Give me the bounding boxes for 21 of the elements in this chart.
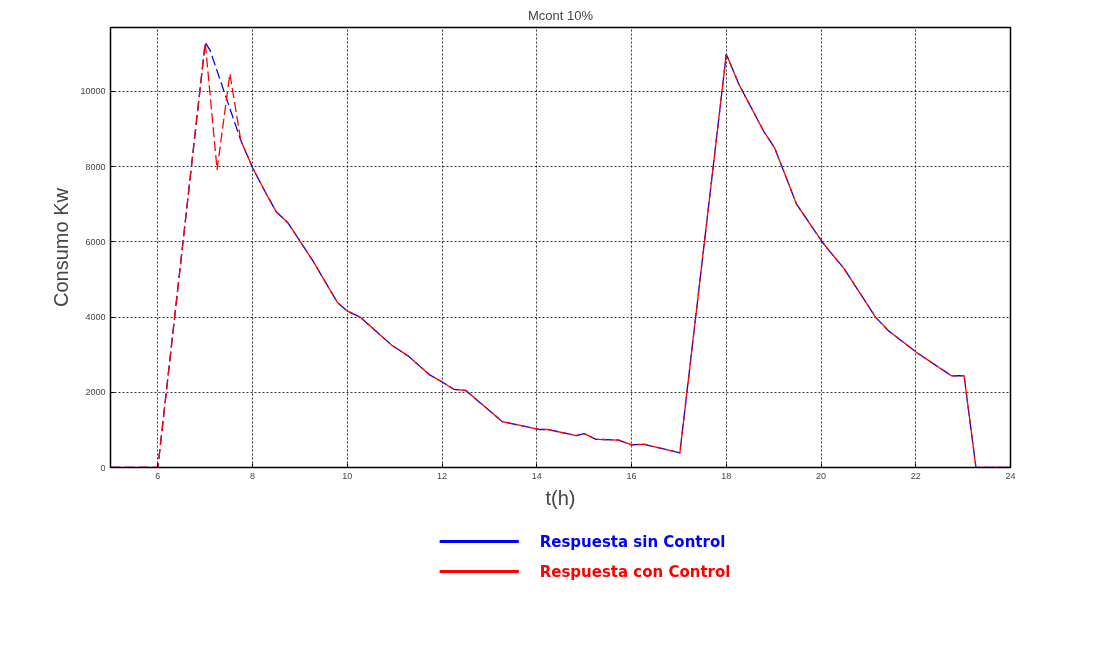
- y-tick-label: 10000: [80, 86, 106, 97]
- x-axis-title: t(h): [545, 486, 576, 509]
- x-tick-label: 22: [910, 470, 921, 481]
- x-tick-label: 12: [437, 470, 448, 481]
- x-tick-label: 14: [531, 470, 542, 481]
- text: Respuesta con Control: [539, 562, 731, 581]
- x-tick-label: 16: [626, 470, 637, 481]
- y-tick-label: 4000: [85, 312, 106, 323]
- x-tick-label: 10: [342, 470, 353, 481]
- chart-title: Mcont 10%: [527, 7, 594, 23]
- x-tick-label: 18: [721, 470, 732, 481]
- text: Respuesta sin Control: [539, 532, 726, 551]
- y-axis-title: Consumo Kw: [50, 187, 73, 307]
- x-tick-label: 24: [1005, 470, 1016, 481]
- x-tick-label: 20: [816, 470, 827, 481]
- y-tick-label: 6000: [85, 236, 106, 247]
- x-tick-label: 6: [155, 470, 161, 481]
- y-tick-label: 8000: [85, 161, 106, 172]
- x-tick-label: 8: [250, 470, 256, 481]
- y-tick-label: 0: [100, 462, 106, 473]
- y-tick-label: 2000: [85, 387, 106, 398]
